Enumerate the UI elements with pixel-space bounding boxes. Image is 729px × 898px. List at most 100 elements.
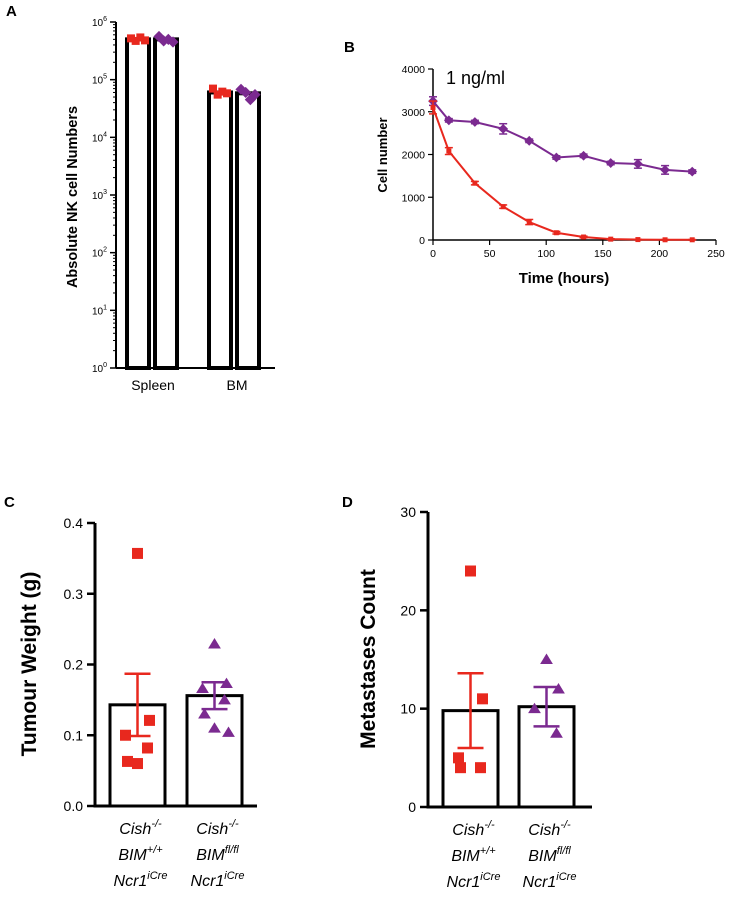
panel-a-point [167, 36, 179, 48]
panel-a-ytick-label: 104 [92, 131, 107, 144]
panel-c-category-label: BIM+/+ [118, 844, 163, 864]
panel-b-point [578, 150, 589, 161]
panel-b-point [500, 204, 506, 210]
panel-c-point [222, 726, 235, 737]
panel-d-ytick-label: 10 [400, 701, 416, 717]
panel-b-series-line [432, 100, 693, 173]
panel-b-ytick-label: 3000 [402, 107, 426, 119]
panel-a-bar [125, 37, 151, 370]
panel-b-xtick-label: 200 [651, 248, 669, 260]
panel-a-ylabel: Absolute NK cell Numbers [65, 106, 81, 288]
panel-a-point [213, 90, 222, 99]
panel-b-point [472, 180, 478, 186]
panel-a-category-bm: BM [227, 377, 248, 393]
panel-b-point [526, 219, 532, 225]
panel-a-point [127, 34, 135, 43]
panel-b-point [443, 115, 454, 126]
panel-c-point [120, 729, 131, 741]
panel-b: B 0 1000 2000 3000 4000 0 50 100 150 200 250 1 ng/… [344, 39, 725, 287]
panel-c-point [142, 742, 153, 754]
panel-a-letter: A [6, 3, 17, 20]
panel-d-ytick-label: 20 [400, 602, 416, 618]
panel-d: D 0 10 20 30 Metastases Count Cish-/- BIM+/+… [342, 494, 592, 891]
panel-c-point [220, 677, 233, 689]
panel-c-point [122, 755, 133, 767]
panel-c-ytick-label: 0.3 [64, 586, 84, 602]
panel-c-ytick-label: 0.0 [64, 798, 84, 814]
panel-b-ylabel: Cell number [375, 117, 390, 192]
panel-c-point [198, 708, 211, 719]
panel-d-point [550, 727, 563, 738]
panel-b-point [581, 234, 587, 240]
panel-c-category-label: BIMfl/fl [196, 844, 239, 864]
panel-b-xtick-label: 250 [707, 248, 725, 260]
panel-c-bar [185, 694, 244, 808]
panel-c-category-label: Ncr1iCre [191, 870, 245, 890]
panel-b-ytick-label: 1000 [402, 192, 426, 204]
panel-c-ylabel: Tumour Weight (g) [18, 572, 41, 757]
panel-a-category-spleen: Spleen [131, 377, 175, 393]
panel-b-point [687, 166, 698, 177]
panel-d-category-label: Ncr1iCre [523, 871, 577, 891]
panel-a-ytick-label: 105 [92, 74, 107, 87]
panel-d-ylabel: Metastases Count [357, 569, 380, 749]
panel-a-point [131, 36, 140, 45]
panel-c-point [144, 714, 155, 726]
panel-b-point [430, 104, 436, 110]
panel-a-point [218, 87, 227, 96]
panel-b-point [632, 159, 643, 169]
panel-b-title: 1 ng/ml [446, 68, 505, 88]
panel-d-point [528, 702, 541, 714]
panel-b-point [524, 135, 535, 146]
panel-b-series-line [432, 107, 693, 241]
panel-b-xlabel: Time (hours) [519, 270, 610, 287]
panel-b-point [498, 123, 509, 134]
panel-c-point [208, 638, 221, 649]
panel-c-category-label: Cish-/- [119, 818, 162, 838]
panel-b-point [553, 230, 559, 236]
panel-d-category-label: BIM+/+ [451, 845, 496, 865]
panel-a-ytick-label: 103 [92, 189, 107, 202]
panel-a-point [141, 36, 149, 45]
panel-b-point [605, 158, 616, 168]
panel-a-point [240, 86, 252, 99]
panel-d-ytick-label: 0 [408, 799, 416, 815]
panel-d-letter: D [342, 494, 353, 511]
panel-a-ytick-label: 106 [92, 16, 107, 29]
panel-b-point [446, 148, 452, 154]
panel-b-point [662, 237, 668, 243]
panel-a-bar [207, 90, 233, 371]
panel-b-letter: B [344, 39, 355, 56]
panel-a-point [153, 30, 165, 43]
panel-c-point [196, 682, 209, 694]
panel-b-xtick-label: 100 [537, 248, 555, 260]
panel-b-ytick-label: 4000 [402, 64, 426, 76]
panel-d-category-label: Ncr1iCre [447, 871, 501, 891]
panel-d-category-label: Cish-/- [528, 819, 571, 839]
panel-c-letter: C [4, 494, 15, 511]
panel-d-point [455, 762, 466, 774]
panel-c-category-label: Cish-/- [196, 818, 239, 838]
panel-d-point [453, 752, 464, 764]
panel-a-bar [153, 37, 179, 370]
panel-c-ytick-label: 0.1 [64, 727, 84, 743]
panel-b-point [551, 152, 562, 163]
panel-c-ytick-label: 0.2 [64, 657, 84, 673]
panel-b-xtick-label: 0 [430, 248, 436, 260]
panel-b-point [635, 237, 641, 243]
panel-a: A 100 101 102 103 104 105 106 Absolute NK cell… [6, 3, 275, 393]
panel-d-ytick-label: 30 [400, 504, 416, 520]
panel-a-point [235, 83, 247, 95]
panel-c-category-label: Ncr1iCre [114, 870, 168, 890]
panel-b-xtick-label: 150 [594, 248, 612, 260]
panel-b-ytick-label: 0 [419, 235, 425, 247]
panel-c-point [132, 547, 143, 559]
panel-b-point [689, 237, 695, 243]
panel-a-point [223, 89, 231, 98]
panel-c-point [218, 693, 231, 705]
panel-a-ytick-label: 101 [92, 304, 107, 317]
panel-c-ytick-label: 0.4 [64, 515, 84, 531]
panel-a-point [209, 84, 217, 93]
panel-d-point [552, 683, 565, 694]
